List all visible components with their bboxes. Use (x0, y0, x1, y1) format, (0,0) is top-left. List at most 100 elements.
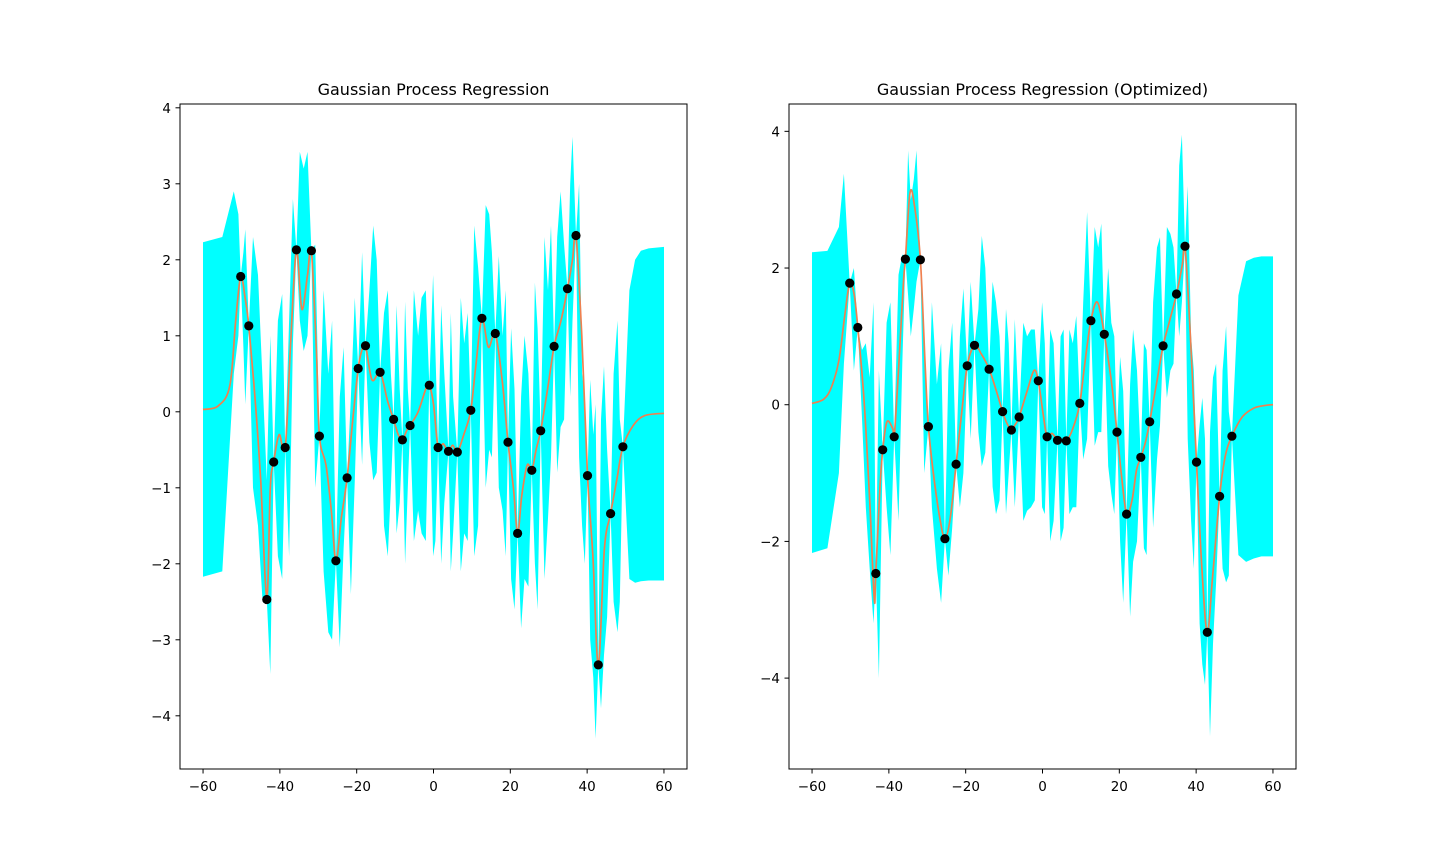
observation-point (1014, 412, 1024, 422)
y-tick-label: −2 (760, 534, 780, 550)
observation-point (513, 528, 523, 539)
x-tick-label: −20 (342, 779, 371, 795)
right-chart: Gaussian Process Regression (Optimized) … (760, 80, 1297, 795)
left-chart-title: Gaussian Process Regression (318, 80, 550, 99)
observation-point (1061, 436, 1071, 446)
observation-point (1006, 425, 1017, 435)
observation-point (466, 405, 476, 415)
observation-point (562, 284, 573, 294)
x-tick-label: 0 (1038, 779, 1047, 795)
observation-point (889, 432, 899, 442)
observation-point (490, 328, 500, 339)
observation-point (969, 340, 980, 350)
observation-point (1099, 329, 1109, 339)
observation-point (477, 313, 487, 323)
observation-point (582, 471, 593, 481)
observation-point (1191, 457, 1202, 467)
observation-point (1215, 491, 1225, 501)
observation-point (984, 364, 994, 374)
x-tick-label: 40 (579, 779, 596, 795)
observation-point (915, 255, 926, 265)
observation-point (1033, 376, 1043, 386)
y-tick-label: 0 (771, 398, 780, 414)
y-tick-label: −4 (151, 709, 171, 725)
observation-point (1227, 431, 1237, 441)
observation-point (1202, 627, 1212, 637)
observation-point (236, 271, 246, 282)
observation-point (923, 422, 934, 432)
observation-point (1158, 341, 1168, 351)
left-chart: Gaussian Process Regression −60 −40 −20 0 20… (151, 80, 688, 795)
y-tick-label: −3 (151, 633, 171, 649)
observation-point (405, 420, 415, 431)
observation-point (389, 414, 399, 424)
observation-point (536, 426, 546, 436)
y-tick-label: −1 (151, 481, 171, 497)
y-tick-label: −4 (760, 671, 780, 687)
observation-point (342, 473, 352, 483)
observation-point (1075, 398, 1085, 408)
observation-point (853, 322, 863, 333)
observation-point (424, 380, 434, 390)
x-tick-label: 20 (1111, 779, 1128, 795)
right-confidence-band (812, 134, 1273, 737)
y-tick-label: 4 (162, 101, 171, 117)
observation-point (452, 447, 462, 457)
observation-point (353, 363, 363, 374)
observation-point (360, 341, 371, 351)
observation-point (900, 254, 911, 264)
y-tick-label: 2 (771, 261, 780, 277)
right-chart-title: Gaussian Process Regression (Optimized) (877, 80, 1208, 99)
observation-point (1145, 417, 1155, 427)
x-tick-label: 40 (1188, 779, 1205, 795)
observation-point (962, 361, 972, 371)
y-tick-label: 3 (162, 177, 171, 193)
observation-point (1180, 241, 1190, 251)
y-tick-label: 0 (162, 405, 171, 421)
observation-point (262, 594, 272, 605)
observation-point (306, 246, 316, 256)
y-tick-label: 2 (162, 253, 171, 269)
right-mean-line-layer (811, 188, 1274, 634)
left-x-axis-ticks: −60 −40 −20 0 20 40 60 (189, 769, 673, 795)
left-confidence-band-layer (203, 136, 664, 739)
x-tick-label: −40 (875, 779, 904, 795)
observation-point (291, 245, 301, 255)
left-confidence-band (203, 136, 664, 739)
observation-point (845, 278, 855, 288)
observation-point (871, 568, 881, 579)
y-tick-label: 1 (162, 329, 171, 345)
observation-point (951, 459, 961, 469)
observation-point (331, 556, 341, 566)
observation-point (1112, 427, 1122, 437)
observation-point (280, 442, 290, 453)
right-confidence-band-layer (812, 134, 1273, 737)
observation-point (878, 445, 888, 455)
observation-point (940, 534, 950, 544)
observation-point (397, 435, 407, 445)
observation-point (1136, 452, 1146, 462)
observation-point (618, 442, 628, 452)
observation-point (1086, 316, 1096, 326)
y-tick-label: −2 (151, 557, 171, 573)
observation-point (1171, 289, 1182, 299)
observation-point (244, 321, 254, 331)
observation-point (433, 442, 443, 453)
observation-point (375, 367, 385, 377)
x-tick-label: 60 (655, 779, 672, 795)
observation-point (571, 230, 581, 241)
observation-point (606, 508, 616, 519)
right-x-axis-ticks: −60 −40 −20 0 20 40 60 (798, 769, 1282, 795)
x-tick-label: −60 (798, 779, 827, 795)
observation-point (443, 446, 454, 456)
y-tick-label: 4 (771, 124, 780, 140)
observation-point (593, 660, 603, 670)
observation-point (998, 407, 1008, 417)
observation-point (549, 341, 559, 351)
observation-point (527, 465, 537, 475)
x-tick-label: −40 (266, 779, 295, 795)
observation-point (1042, 432, 1052, 442)
x-tick-label: 20 (502, 779, 519, 795)
left-y-axis-ticks: −4 −3 −2 −1 0 1 2 3 4 (151, 101, 180, 725)
